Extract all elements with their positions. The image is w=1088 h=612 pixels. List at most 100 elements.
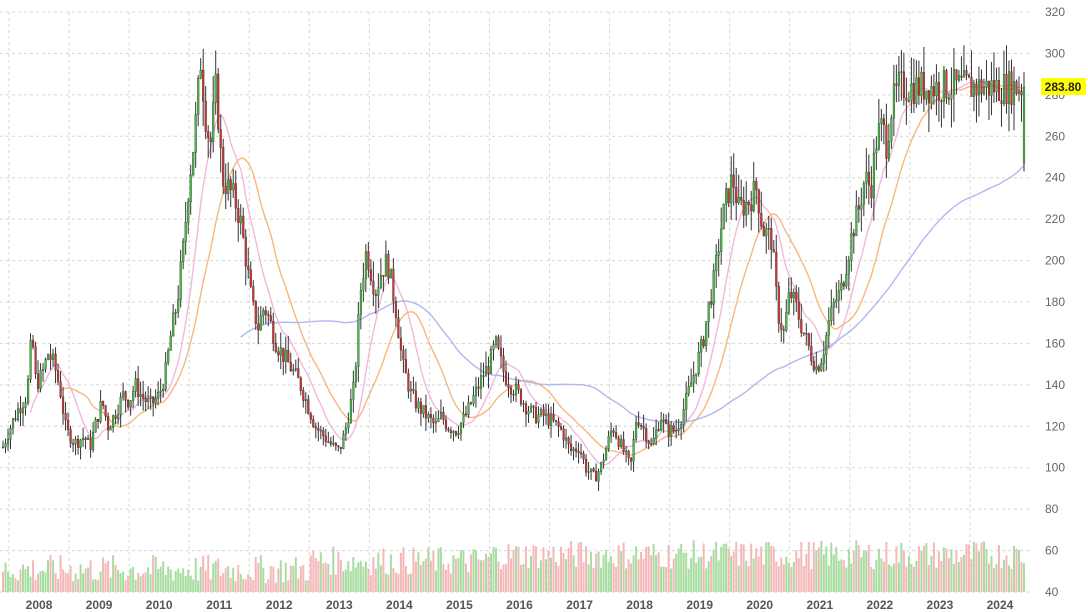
volume-bar bbox=[419, 564, 422, 592]
x-tick-label: 2012 bbox=[266, 598, 293, 612]
candle-body bbox=[952, 69, 956, 95]
volume-bar bbox=[957, 562, 960, 592]
candle-body bbox=[394, 301, 397, 318]
candle-body bbox=[517, 384, 520, 390]
volume-bar bbox=[82, 573, 85, 592]
candle-body bbox=[277, 351, 280, 356]
candle-body bbox=[635, 422, 638, 440]
candle-body bbox=[897, 71, 900, 86]
volume-bar bbox=[119, 573, 122, 592]
volume-bar bbox=[9, 577, 12, 592]
volume-bar bbox=[630, 563, 633, 592]
candle-body bbox=[985, 80, 988, 88]
candle-body bbox=[860, 204, 863, 210]
volume-bar bbox=[54, 573, 57, 592]
volume-bar bbox=[850, 563, 853, 592]
volume-bar bbox=[379, 565, 382, 592]
volume-bar bbox=[12, 574, 14, 592]
candle-body bbox=[82, 437, 85, 441]
volume-bar bbox=[820, 540, 823, 592]
volume-bar bbox=[414, 561, 417, 592]
x-tick-label: 2020 bbox=[746, 598, 773, 612]
volume-bar bbox=[467, 571, 470, 592]
candle-body bbox=[637, 422, 640, 426]
candle-body bbox=[142, 394, 145, 399]
candle-body bbox=[539, 409, 543, 415]
volume-bar bbox=[297, 578, 300, 592]
candle-body bbox=[92, 432, 95, 450]
candle-body bbox=[837, 290, 840, 301]
candle-body bbox=[374, 293, 377, 296]
volume-bar bbox=[845, 567, 848, 592]
candle-body bbox=[522, 403, 525, 405]
volume-bar bbox=[412, 547, 415, 592]
candle-body bbox=[302, 390, 305, 401]
volume-bar bbox=[239, 573, 242, 592]
volume-bar bbox=[17, 580, 19, 592]
volume-bar bbox=[552, 546, 555, 592]
candle-body bbox=[687, 386, 690, 394]
volume-bar bbox=[705, 568, 708, 592]
volume-bar bbox=[675, 554, 678, 592]
volume-bar bbox=[24, 569, 27, 592]
volume-bar bbox=[74, 573, 77, 592]
candle-body bbox=[434, 421, 437, 424]
candle-body bbox=[24, 402, 27, 409]
candle-body bbox=[615, 432, 618, 438]
candle-body bbox=[852, 232, 855, 237]
volume-bar bbox=[347, 561, 350, 592]
volume-bar bbox=[677, 548, 680, 592]
candle-body bbox=[404, 359, 407, 374]
candle-body bbox=[1, 446, 5, 449]
volume-bar bbox=[955, 550, 958, 592]
candle-body bbox=[705, 321, 708, 347]
candle-body bbox=[990, 80, 993, 96]
volume-bar bbox=[1008, 565, 1010, 592]
volume-bar bbox=[34, 579, 37, 592]
candle-body bbox=[42, 369, 45, 371]
candle-body bbox=[534, 407, 538, 423]
candle-body bbox=[697, 351, 700, 374]
candle-body bbox=[645, 428, 648, 442]
volume-bar bbox=[905, 566, 908, 592]
candle-body bbox=[632, 439, 635, 462]
volume-bar bbox=[262, 568, 265, 592]
candle-body bbox=[927, 90, 930, 104]
volume-bar bbox=[352, 557, 355, 592]
candle-body bbox=[695, 373, 698, 376]
y-tick-label: 260 bbox=[1045, 129, 1065, 143]
volume-bar bbox=[14, 578, 17, 592]
candle-body bbox=[717, 251, 720, 256]
volume-bar bbox=[164, 575, 167, 592]
volume-bar bbox=[577, 542, 580, 592]
candle-body bbox=[16, 408, 20, 420]
candle-body bbox=[757, 189, 760, 214]
volume-bar bbox=[304, 580, 307, 592]
volume-bar bbox=[777, 566, 780, 592]
candle-body bbox=[529, 405, 533, 412]
y-tick-label: 160 bbox=[1045, 336, 1065, 350]
volume-bar bbox=[682, 552, 685, 592]
volume-bar bbox=[52, 560, 55, 592]
volume-bar bbox=[272, 566, 275, 592]
volume-bar bbox=[802, 566, 805, 592]
candle-body bbox=[845, 274, 848, 287]
candle-body bbox=[792, 292, 795, 299]
candle-body bbox=[862, 183, 865, 205]
volume-bar bbox=[354, 567, 357, 592]
volume-bar bbox=[627, 559, 630, 592]
candle-body bbox=[995, 79, 998, 93]
volume-bar bbox=[907, 555, 910, 592]
volume-bar bbox=[229, 578, 232, 592]
volume-bar bbox=[367, 568, 370, 592]
volume-bar bbox=[129, 568, 132, 592]
volume-bar bbox=[810, 569, 813, 592]
candle-body bbox=[592, 468, 595, 472]
candle-body bbox=[54, 353, 57, 371]
volume-bar bbox=[374, 568, 377, 592]
candle-body bbox=[367, 251, 370, 270]
volume-bar bbox=[324, 562, 327, 592]
volume-bar bbox=[117, 570, 120, 592]
candle-body bbox=[347, 422, 350, 429]
